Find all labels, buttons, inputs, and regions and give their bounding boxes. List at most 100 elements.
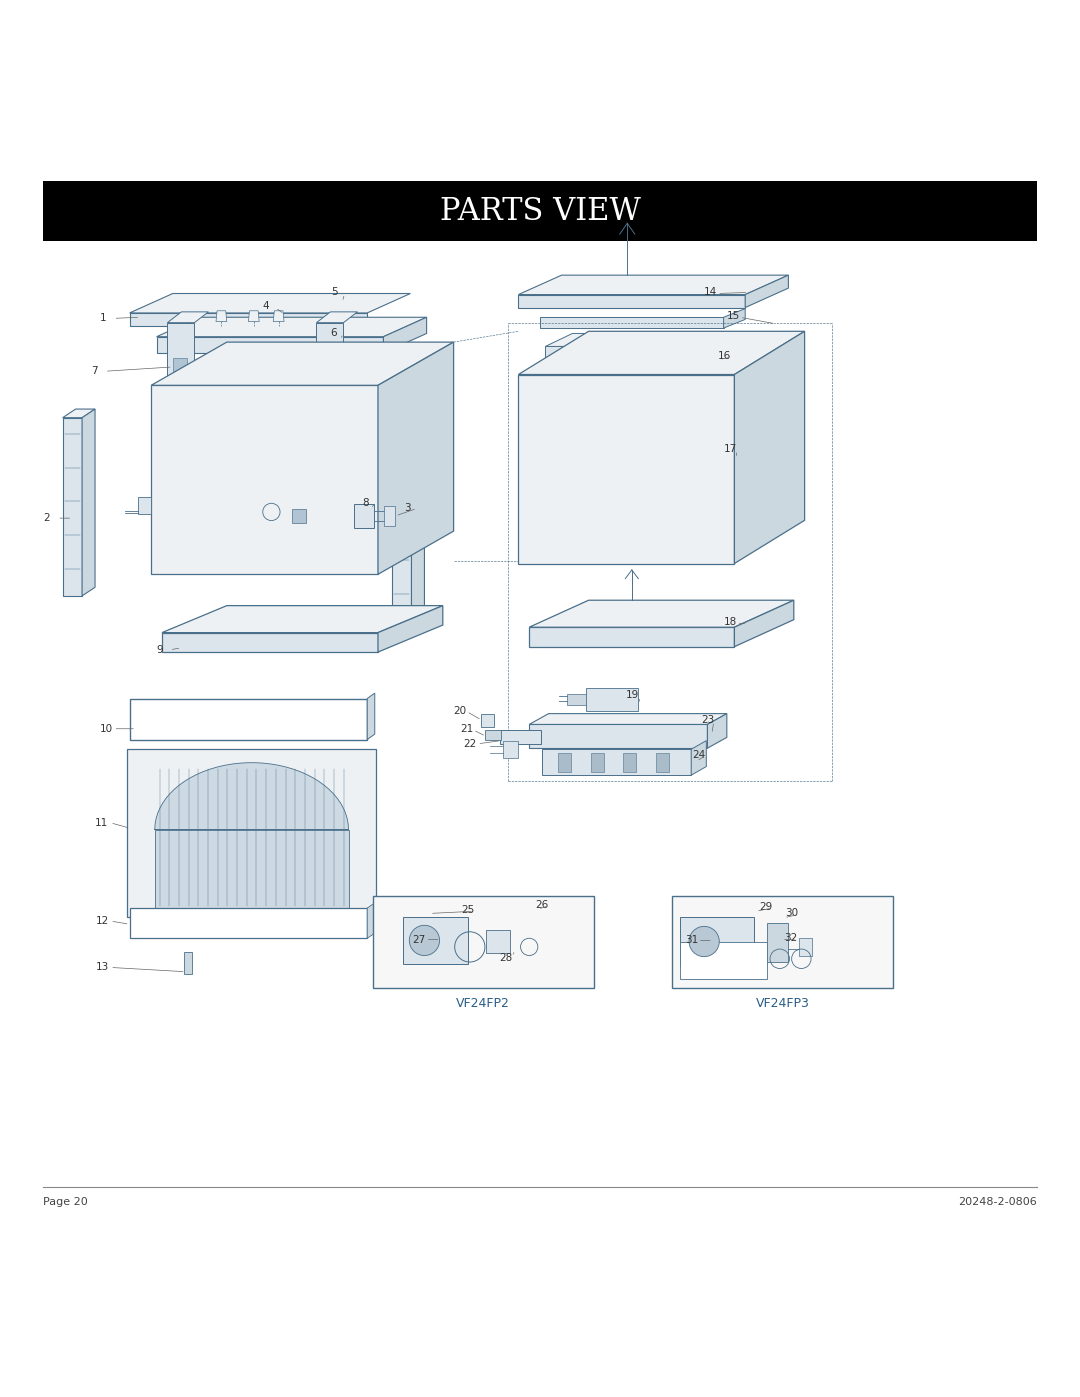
Text: 17: 17 <box>724 444 737 454</box>
Text: 29: 29 <box>759 902 772 912</box>
Polygon shape <box>157 317 427 337</box>
Polygon shape <box>724 309 745 328</box>
Text: 3: 3 <box>404 503 410 514</box>
Text: PARTS VIEW: PARTS VIEW <box>440 196 640 226</box>
Polygon shape <box>157 337 383 353</box>
Polygon shape <box>518 295 745 307</box>
Polygon shape <box>316 323 343 381</box>
Polygon shape <box>680 942 767 979</box>
Text: 7: 7 <box>91 366 97 376</box>
Polygon shape <box>162 633 378 652</box>
Text: 23: 23 <box>701 715 714 725</box>
FancyBboxPatch shape <box>43 182 1037 240</box>
Polygon shape <box>545 391 726 536</box>
Polygon shape <box>799 939 812 956</box>
Polygon shape <box>173 358 187 372</box>
Text: 18: 18 <box>724 617 737 627</box>
Text: 32: 32 <box>784 933 797 943</box>
Polygon shape <box>745 275 788 307</box>
Text: VF24FP3: VF24FP3 <box>756 996 809 1010</box>
Text: 28: 28 <box>499 953 512 963</box>
Polygon shape <box>545 334 745 346</box>
Polygon shape <box>518 374 734 563</box>
Polygon shape <box>558 753 571 773</box>
Polygon shape <box>378 342 454 574</box>
Polygon shape <box>373 895 594 988</box>
Polygon shape <box>403 916 468 964</box>
Polygon shape <box>273 310 284 321</box>
Polygon shape <box>63 418 82 597</box>
Text: 21: 21 <box>460 724 473 733</box>
Text: 20248-2-0806: 20248-2-0806 <box>958 1197 1037 1207</box>
Polygon shape <box>178 401 373 553</box>
Polygon shape <box>167 323 194 381</box>
Circle shape <box>689 926 719 957</box>
Polygon shape <box>529 601 794 627</box>
Polygon shape <box>167 312 208 323</box>
Polygon shape <box>691 740 706 775</box>
Polygon shape <box>734 601 794 647</box>
Text: 13: 13 <box>96 963 109 972</box>
Polygon shape <box>481 714 494 726</box>
Text: 5: 5 <box>332 288 338 298</box>
Polygon shape <box>518 331 805 374</box>
Polygon shape <box>82 409 95 597</box>
Polygon shape <box>503 740 518 759</box>
Polygon shape <box>680 916 754 967</box>
Polygon shape <box>354 504 374 528</box>
Polygon shape <box>325 358 336 372</box>
Text: 20: 20 <box>454 707 467 717</box>
Polygon shape <box>485 729 501 739</box>
Polygon shape <box>545 346 718 366</box>
Text: VF24FP2: VF24FP2 <box>457 996 510 1010</box>
Text: 27: 27 <box>413 936 426 946</box>
Polygon shape <box>672 895 893 988</box>
Text: 14: 14 <box>704 288 717 298</box>
Text: 19: 19 <box>625 690 638 700</box>
Polygon shape <box>151 342 454 386</box>
Text: 16: 16 <box>718 351 731 362</box>
Text: 1: 1 <box>99 313 106 323</box>
Polygon shape <box>656 753 669 773</box>
Polygon shape <box>130 698 367 739</box>
Polygon shape <box>154 763 349 830</box>
Text: 11: 11 <box>95 817 108 827</box>
Polygon shape <box>540 317 724 328</box>
Polygon shape <box>767 923 788 963</box>
Polygon shape <box>591 753 604 773</box>
Polygon shape <box>367 693 375 739</box>
Text: 8: 8 <box>362 497 368 509</box>
Text: 26: 26 <box>536 900 549 909</box>
Text: 15: 15 <box>727 312 740 321</box>
Polygon shape <box>130 293 410 313</box>
Polygon shape <box>151 386 378 574</box>
Text: 24: 24 <box>692 750 705 760</box>
Polygon shape <box>734 331 805 563</box>
Circle shape <box>409 925 440 956</box>
Polygon shape <box>529 714 727 725</box>
Polygon shape <box>529 725 707 749</box>
Text: 25: 25 <box>461 905 474 915</box>
Polygon shape <box>707 714 727 749</box>
Text: 6: 6 <box>330 328 337 338</box>
Polygon shape <box>384 506 395 525</box>
Polygon shape <box>63 409 95 418</box>
Polygon shape <box>518 275 788 295</box>
Polygon shape <box>486 929 510 953</box>
Polygon shape <box>367 904 374 939</box>
Polygon shape <box>138 496 151 514</box>
Text: 31: 31 <box>685 936 698 946</box>
Polygon shape <box>378 606 443 652</box>
Polygon shape <box>127 749 376 916</box>
Text: 4: 4 <box>262 302 269 312</box>
Polygon shape <box>623 753 636 773</box>
Text: Page 20: Page 20 <box>43 1197 87 1207</box>
Text: 30: 30 <box>785 908 798 918</box>
Polygon shape <box>292 510 306 524</box>
Polygon shape <box>392 443 411 620</box>
Polygon shape <box>130 313 367 326</box>
Polygon shape <box>392 434 424 443</box>
Text: 22: 22 <box>463 739 476 749</box>
Polygon shape <box>248 310 259 321</box>
Polygon shape <box>500 729 541 743</box>
